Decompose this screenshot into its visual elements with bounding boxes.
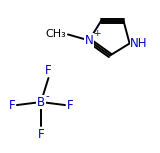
Text: CH₃: CH₃ [46,29,67,39]
Text: NH: NH [130,37,148,50]
Text: -: - [46,91,50,101]
Text: F: F [45,63,52,76]
Text: B: B [37,95,45,108]
Text: F: F [9,99,15,112]
Text: N: N [85,34,93,47]
Text: F: F [38,128,44,141]
Text: F: F [67,99,73,112]
Text: +: + [94,29,101,38]
